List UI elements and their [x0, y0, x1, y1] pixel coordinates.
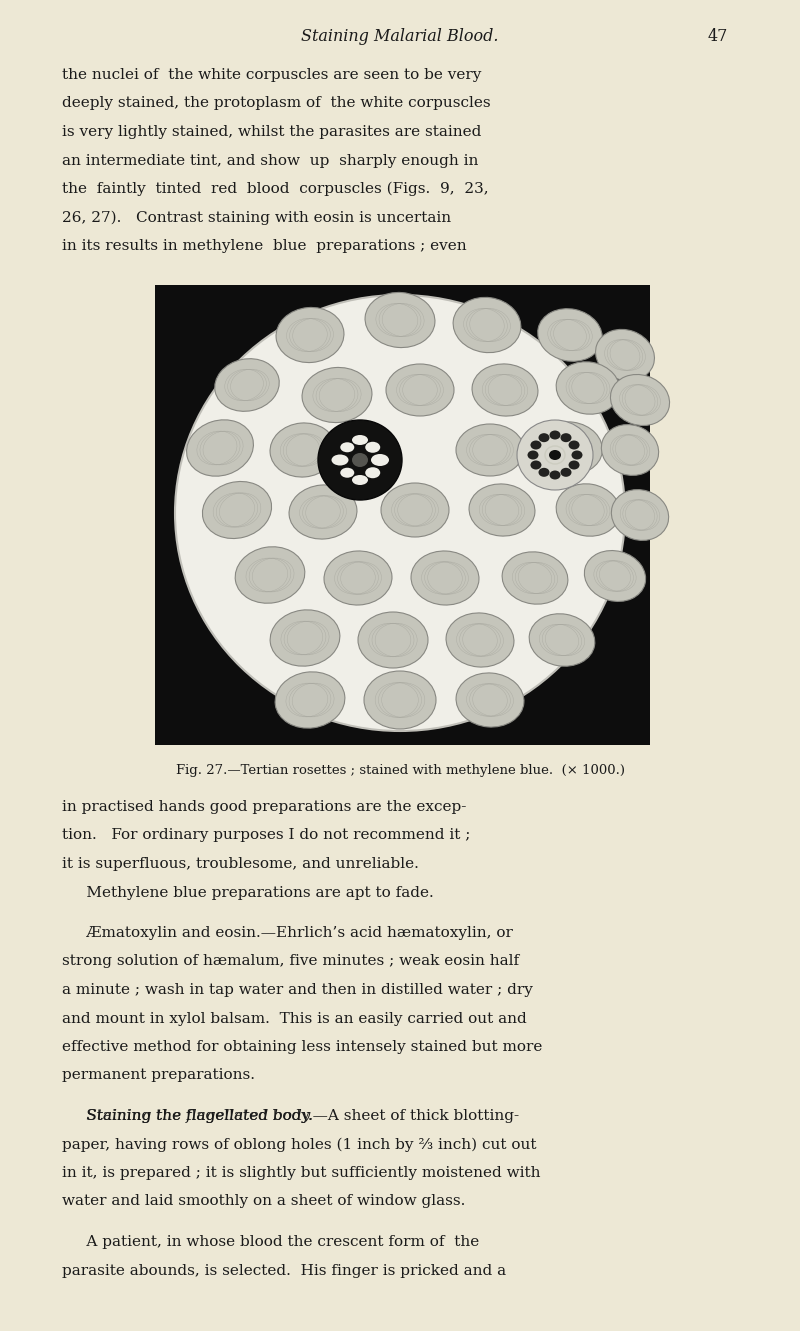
Ellipse shape	[556, 483, 620, 536]
Ellipse shape	[446, 614, 514, 667]
Text: Methylene blue preparations are apt to fade.: Methylene blue preparations are apt to f…	[62, 885, 434, 900]
Ellipse shape	[538, 467, 550, 476]
Ellipse shape	[469, 484, 535, 536]
Ellipse shape	[302, 367, 372, 422]
Ellipse shape	[324, 551, 392, 606]
Text: paper, having rows of oblong holes (1 inch by ⅔ inch) cut out: paper, having rows of oblong holes (1 in…	[62, 1138, 537, 1151]
Ellipse shape	[569, 461, 579, 470]
Text: 26, 27).   Contrast staining with eosin is uncertain: 26, 27). Contrast staining with eosin is…	[62, 210, 451, 225]
Ellipse shape	[527, 450, 538, 459]
Ellipse shape	[371, 454, 389, 466]
Ellipse shape	[556, 362, 620, 414]
Text: 47: 47	[708, 28, 728, 45]
Ellipse shape	[365, 293, 435, 347]
Ellipse shape	[235, 547, 305, 603]
Text: it is superfluous, troublesome, and unreliable.: it is superfluous, troublesome, and unre…	[62, 857, 419, 870]
Ellipse shape	[352, 475, 368, 484]
Ellipse shape	[529, 614, 595, 667]
Ellipse shape	[610, 374, 670, 426]
Ellipse shape	[549, 450, 561, 461]
Ellipse shape	[270, 610, 340, 666]
Text: in it, is prepared ; it is slightly but sufficiently moistened with: in it, is prepared ; it is slightly but …	[62, 1166, 541, 1181]
Ellipse shape	[538, 309, 602, 361]
Ellipse shape	[386, 363, 454, 417]
Text: in practised hands good preparations are the excep-: in practised hands good preparations are…	[62, 800, 466, 815]
Ellipse shape	[561, 433, 571, 442]
Text: Fig. 27.—Tertian rosettes ; stained with methylene blue.  (× 1000.): Fig. 27.—Tertian rosettes ; stained with…	[175, 764, 625, 777]
Ellipse shape	[358, 612, 428, 668]
Text: water and laid smoothly on a sheet of window glass.: water and laid smoothly on a sheet of wi…	[62, 1194, 466, 1209]
Text: deeply stained, the protoplasm of  the white corpuscles: deeply stained, the protoplasm of the wh…	[62, 97, 490, 110]
Text: Staining the flagellated body.: Staining the flagellated body.	[62, 1109, 314, 1123]
Ellipse shape	[331, 454, 349, 466]
Ellipse shape	[517, 421, 593, 490]
Ellipse shape	[602, 425, 658, 475]
Ellipse shape	[538, 422, 602, 474]
Ellipse shape	[411, 551, 479, 606]
Text: the  faintly  tinted  red  blood  corpuscles (Figs.  9,  23,: the faintly tinted red blood corpuscles …	[62, 182, 489, 197]
Text: effective method for obtaining less intensely stained but more: effective method for obtaining less inte…	[62, 1040, 542, 1054]
Ellipse shape	[584, 551, 646, 602]
Ellipse shape	[502, 552, 568, 604]
Text: in its results in methylene  blue  preparations ; even: in its results in methylene blue prepara…	[62, 240, 466, 253]
Ellipse shape	[214, 358, 279, 411]
Text: A patient, in whose blood the crescent form of  the: A patient, in whose blood the crescent f…	[62, 1235, 479, 1248]
Ellipse shape	[364, 671, 436, 729]
Ellipse shape	[569, 441, 579, 450]
Ellipse shape	[456, 425, 524, 476]
Ellipse shape	[318, 421, 402, 500]
Ellipse shape	[595, 329, 654, 381]
Text: Æmatoxylin and eosin.—Ehrlich’s acid hæmatoxylin, or: Æmatoxylin and eosin.—Ehrlich’s acid hæm…	[62, 926, 513, 940]
Text: is very lightly stained, whilst the parasites are stained: is very lightly stained, whilst the para…	[62, 125, 482, 138]
Text: Staining the flagellated body.—A sheet of thick blotting-: Staining the flagellated body.—A sheet o…	[62, 1109, 519, 1123]
Text: Staining Malarial Blood.: Staining Malarial Blood.	[302, 28, 498, 45]
Text: permanent preparations.: permanent preparations.	[62, 1069, 255, 1082]
Text: an intermediate tint, and show  up  sharply enough in: an intermediate tint, and show up sharpl…	[62, 153, 478, 168]
Ellipse shape	[381, 483, 449, 536]
Ellipse shape	[352, 453, 368, 467]
Ellipse shape	[186, 419, 254, 476]
Ellipse shape	[571, 450, 582, 459]
Text: a minute ; wash in tap water and then in distilled water ; dry: a minute ; wash in tap water and then in…	[62, 984, 533, 997]
Ellipse shape	[550, 470, 561, 479]
Text: parasite abounds, is selected.  His finger is pricked and a: parasite abounds, is selected. His finge…	[62, 1263, 506, 1278]
Ellipse shape	[175, 295, 625, 731]
Ellipse shape	[472, 363, 538, 417]
Ellipse shape	[340, 442, 354, 453]
Ellipse shape	[270, 423, 336, 476]
Text: strong solution of hæmalum, five minutes ; weak eosin half: strong solution of hæmalum, five minutes…	[62, 954, 519, 969]
Ellipse shape	[538, 433, 550, 442]
Text: the nuclei of  the white corpuscles are seen to be very: the nuclei of the white corpuscles are s…	[62, 68, 482, 83]
Ellipse shape	[340, 467, 354, 478]
Ellipse shape	[276, 307, 344, 362]
Ellipse shape	[550, 430, 561, 439]
Ellipse shape	[202, 482, 271, 539]
Text: and mount in xylol balsam.  This is an easily carried out and: and mount in xylol balsam. This is an ea…	[62, 1012, 526, 1025]
Bar	[155, 285, 650, 745]
Ellipse shape	[289, 484, 357, 539]
Ellipse shape	[611, 490, 669, 540]
Ellipse shape	[530, 441, 542, 450]
Text: tion.   For ordinary purposes I do not recommend it ;: tion. For ordinary purposes I do not rec…	[62, 828, 470, 843]
Ellipse shape	[456, 673, 524, 727]
Ellipse shape	[275, 672, 345, 728]
Ellipse shape	[366, 442, 380, 453]
Ellipse shape	[352, 435, 368, 445]
Ellipse shape	[453, 297, 521, 353]
Ellipse shape	[561, 467, 571, 476]
Ellipse shape	[530, 461, 542, 470]
Ellipse shape	[366, 467, 380, 478]
